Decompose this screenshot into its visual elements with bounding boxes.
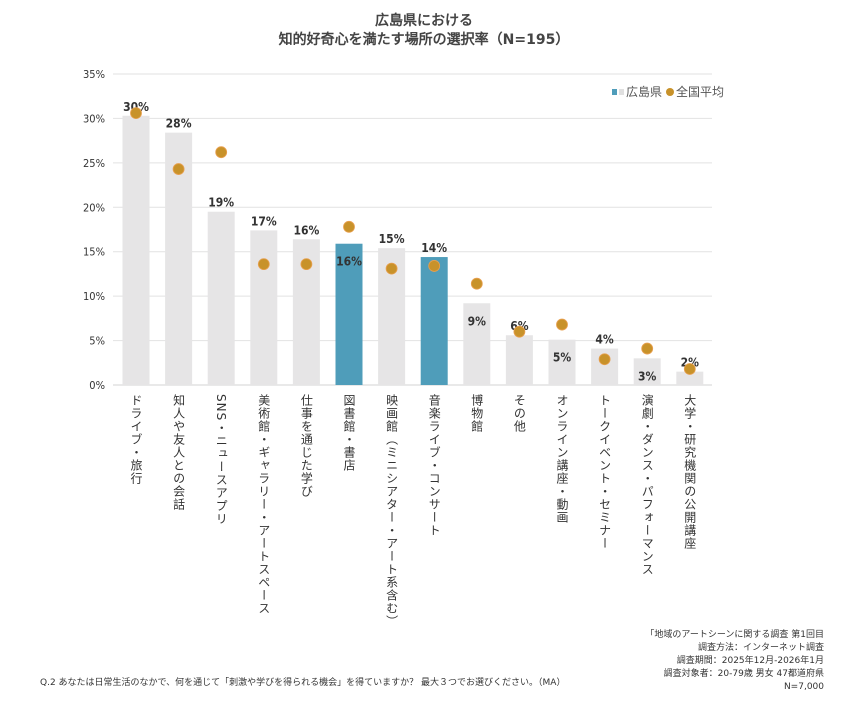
national-average-dot bbox=[343, 220, 355, 233]
data-label: 5% bbox=[553, 351, 572, 365]
bar bbox=[335, 243, 363, 385]
y-tick-label: 5% bbox=[89, 335, 105, 348]
x-tick-label: SNS・ニュースアプリ bbox=[214, 394, 229, 526]
national-average-dot bbox=[428, 260, 441, 272]
y-tick-label: 10% bbox=[83, 290, 105, 303]
legend-label-national: 全国平均 bbox=[676, 85, 725, 99]
chart-title-line2: 知的好奇心を満たす場所の選択率（N=195） bbox=[278, 32, 570, 48]
x-tick-label: トークイベント・セミナー bbox=[597, 394, 612, 550]
national-average-dot bbox=[385, 262, 398, 275]
y-tick-label: 15% bbox=[83, 246, 105, 259]
national-average-dot bbox=[683, 363, 696, 375]
bar bbox=[207, 211, 235, 385]
data-label: 17% bbox=[251, 214, 277, 228]
x-tick-label: 知人や友人との会話 bbox=[171, 394, 186, 511]
data-label: 4% bbox=[595, 333, 614, 347]
national-average-dot bbox=[513, 325, 526, 338]
x-tick-label: 映画館（ミニシアター・アート系含む） bbox=[384, 394, 399, 628]
bar bbox=[463, 303, 491, 385]
national-average-dot bbox=[300, 258, 313, 271]
survey-info: 「地域のアートシーンに関する調査 第1回目 調査方法：インターネット調査 調査期… bbox=[645, 629, 824, 694]
survey-n: N=7,000 bbox=[783, 682, 824, 692]
legend-swatch-highlight bbox=[612, 88, 617, 95]
y-tick-label: 0% bbox=[89, 379, 105, 392]
survey-target: 調査対象者：20-79歳 男女 47都道府県 bbox=[663, 669, 824, 679]
legend: 広島県 全国平均 bbox=[612, 83, 724, 100]
national-average-dot bbox=[215, 146, 228, 159]
bar bbox=[122, 115, 150, 386]
legend-label-hiroshima: 広島県 bbox=[626, 85, 663, 99]
survey-title: 「地域のアートシーンに関する調査 第1回目 bbox=[645, 630, 824, 640]
national-average-dot bbox=[130, 107, 142, 119]
x-tick-label: その他 bbox=[512, 394, 527, 433]
x-tick-label: 博物館 bbox=[469, 394, 484, 433]
national-average-dot bbox=[470, 277, 483, 290]
bar bbox=[676, 371, 704, 385]
y-tick-label: 35% bbox=[83, 68, 105, 81]
legend-swatch-bar bbox=[619, 88, 624, 95]
data-label: 28% bbox=[166, 117, 192, 131]
chart-plot: 0% 5% 10% 15% 20% 25% 30% 35% 30% 28% 19% 17% 16% 16%… bbox=[83, 68, 712, 392]
survey-method: 調査方法：インターネット調査 bbox=[697, 643, 824, 653]
y-tick-label: 20% bbox=[83, 201, 105, 214]
y-tick-label: 30% bbox=[83, 112, 105, 125]
data-label: 3% bbox=[638, 369, 657, 383]
y-tick-label: 25% bbox=[83, 157, 105, 170]
bar bbox=[250, 230, 278, 385]
chart-title-line1: 広島県における bbox=[375, 13, 473, 29]
data-label: 9% bbox=[468, 314, 487, 328]
bar bbox=[420, 257, 448, 385]
national-average-dot bbox=[172, 163, 185, 175]
bar bbox=[633, 358, 661, 385]
national-average-dot bbox=[598, 353, 611, 366]
x-tick-label: ドライブ・旅行 bbox=[129, 394, 143, 485]
x-tick-label: 仕事を通じた学び bbox=[299, 394, 314, 498]
legend-dot-national bbox=[666, 87, 675, 96]
national-average-dot bbox=[556, 318, 568, 331]
national-average-dot bbox=[257, 258, 270, 271]
x-tick-label: 音楽ライブ・コンサート bbox=[427, 394, 442, 537]
bar bbox=[505, 335, 533, 385]
x-tick-label: 美術館・ギャラリー・アートスペース bbox=[256, 394, 271, 615]
x-tick-label: 大学・研究機関の公開講座 bbox=[682, 394, 697, 550]
question-text: Q.2 あなたは日常生活のなかで、何を通じて「刺激や学びを得られる機会」を得てい… bbox=[40, 678, 566, 688]
national-average-dot bbox=[641, 342, 654, 355]
bar bbox=[548, 339, 576, 385]
data-label: 15% bbox=[379, 232, 405, 246]
data-label: 16% bbox=[293, 223, 319, 237]
x-tick-label: オンライン講座・動画 bbox=[555, 394, 569, 524]
survey-period: 調査期間：2025年12月-2026年1月 bbox=[676, 656, 824, 666]
x-tick-label: 図書館・書店 bbox=[342, 394, 356, 472]
data-label: 19% bbox=[208, 196, 234, 210]
data-label: 30% bbox=[123, 100, 149, 114]
data-label: 16% bbox=[336, 255, 362, 269]
x-tick-label: 演劇・ダンス・パフォーマンス bbox=[640, 394, 655, 576]
data-label: 14% bbox=[421, 241, 447, 255]
